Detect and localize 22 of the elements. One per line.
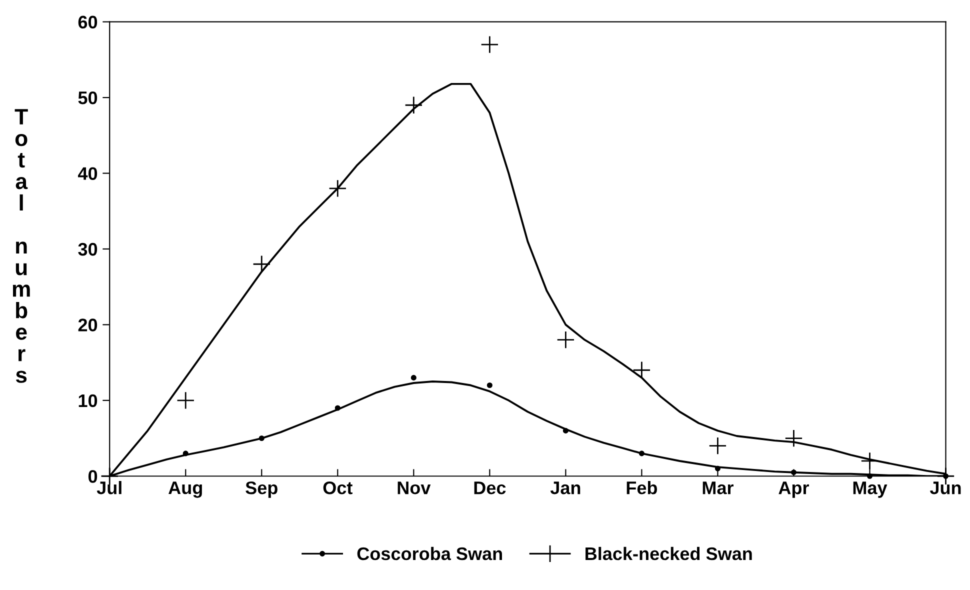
- x-tick-label: Mar: [702, 482, 734, 494]
- x-tick-label: Sep: [246, 481, 278, 498]
- x-tick-label: Jan: [550, 482, 580, 494]
- x-tick-label: Apr: [778, 482, 809, 498]
- x-tick-label: May: [853, 482, 888, 498]
- y-tick-label: 40: [78, 167, 98, 180]
- legend-label: Coscoroba Swan: [357, 546, 502, 560]
- y-tick-label: 50: [78, 91, 98, 104]
- legend-label: Black-necked Swan: [586, 546, 752, 560]
- y-tick-label: 20: [78, 318, 98, 332]
- text: Total numbers: [12, 109, 30, 383]
- x-tick-label: Feb: [626, 480, 658, 494]
- x-tick-label: Jun: [930, 482, 961, 494]
- x-tick-label: Jul: [96, 480, 122, 494]
- x-tick-label: Aug: [168, 482, 202, 498]
- y-tick-label: 30: [78, 242, 98, 256]
- x-tick-label: Nov: [398, 482, 431, 494]
- y-tick-label: 10: [78, 394, 98, 408]
- x-tick-label: Dec: [474, 482, 506, 494]
- y-tick-label: 0: [88, 470, 98, 483]
- x-tick-label: Oct: [323, 481, 352, 494]
- y-tick-label: 60: [78, 16, 98, 29]
